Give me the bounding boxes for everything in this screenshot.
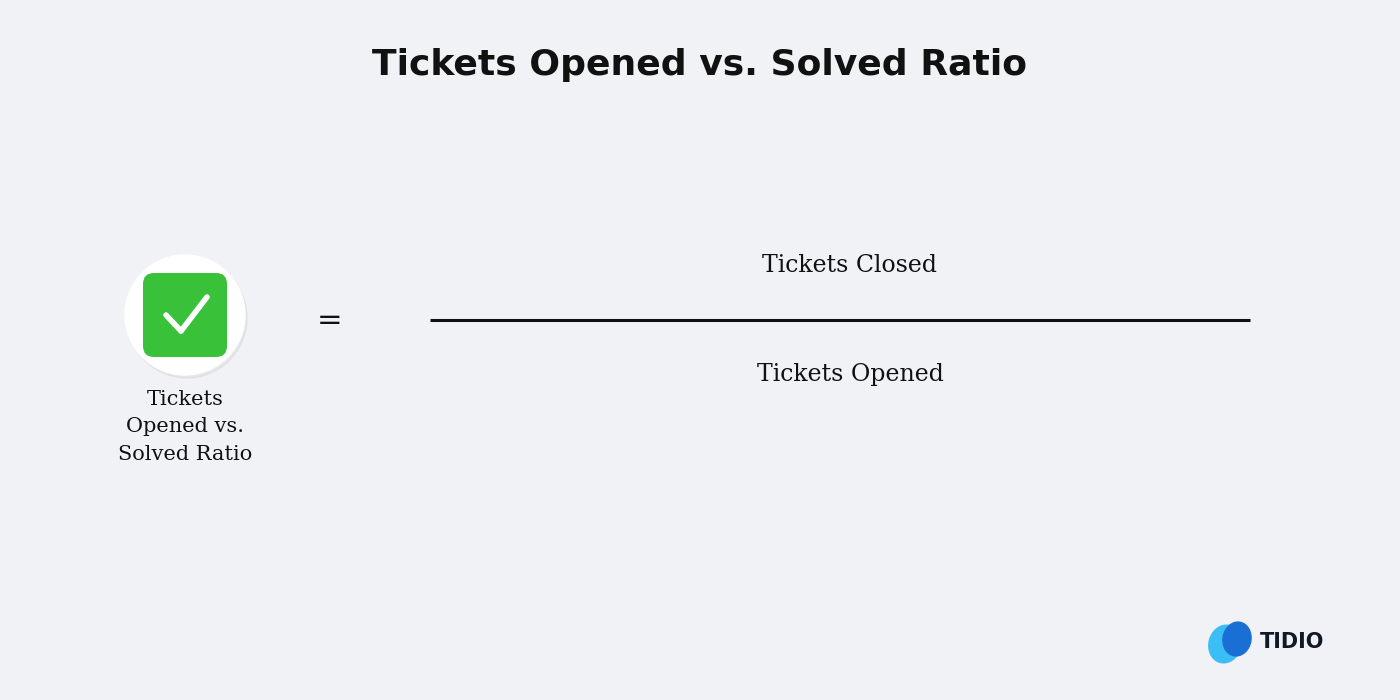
Text: Tickets Closed: Tickets Closed [763,253,938,276]
Text: =: = [318,305,343,335]
Text: Tickets Opened: Tickets Opened [756,363,944,386]
Text: Tickets Opened vs. Solved Ratio: Tickets Opened vs. Solved Ratio [372,48,1028,82]
Circle shape [127,258,246,378]
Circle shape [125,255,245,375]
Text: Tickets
Opened vs.
Solved Ratio: Tickets Opened vs. Solved Ratio [118,390,252,463]
Ellipse shape [1208,625,1242,663]
Ellipse shape [1224,622,1252,656]
Text: TIDIO: TIDIO [1260,632,1324,652]
FancyBboxPatch shape [143,273,227,357]
